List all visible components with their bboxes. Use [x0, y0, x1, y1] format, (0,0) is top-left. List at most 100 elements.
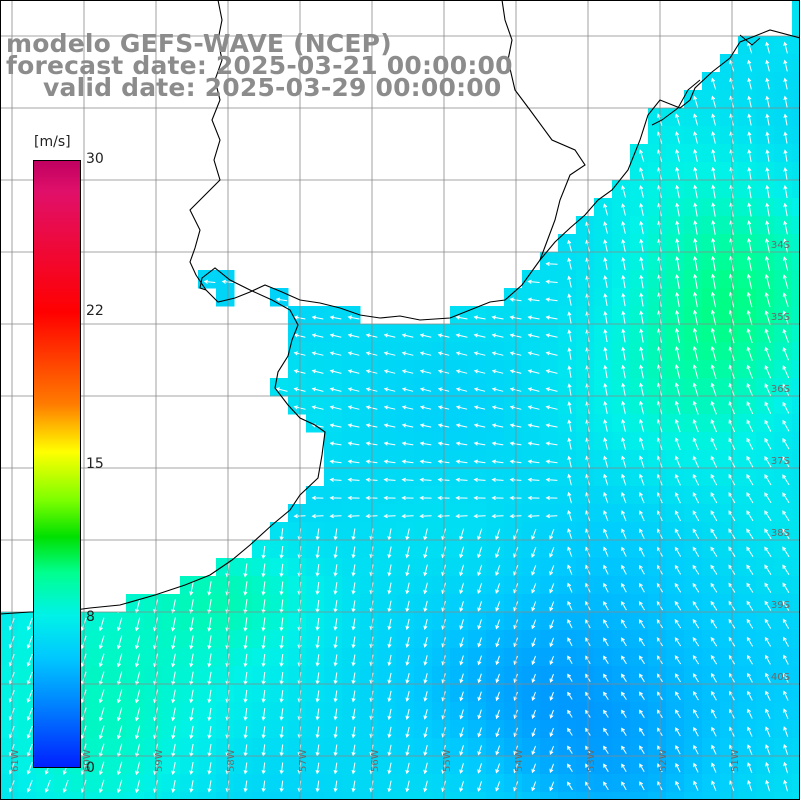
speed-cell [720, 54, 739, 73]
speed-cell [378, 630, 397, 649]
wind-arrow [621, 274, 626, 289]
speed-cell [306, 540, 325, 559]
speed-cell [450, 756, 469, 775]
speed-cell [414, 432, 433, 451]
speed-cell [630, 252, 649, 271]
wind-arrow [621, 601, 627, 611]
speed-cell [540, 612, 559, 631]
wind-arrow [311, 351, 324, 356]
speed-cell [558, 648, 577, 667]
wind-arrow [401, 513, 414, 519]
speed-cell [144, 702, 163, 721]
wind-arrow [405, 582, 410, 595]
wind-arrow [639, 167, 645, 180]
speed-cell [288, 306, 307, 325]
speed-cell [774, 288, 793, 307]
forecast-date: forecast date: 2025-03-21 00:00:00 [6, 51, 513, 80]
speed-cell [324, 774, 343, 793]
wind-arrow [423, 564, 428, 577]
speed-cell [216, 792, 235, 804]
wind-arrow [527, 369, 540, 374]
speed-cell [378, 792, 397, 804]
speed-cell [396, 360, 415, 379]
speed-cell [432, 756, 451, 775]
speed-cell [252, 774, 271, 793]
speed-cell [306, 720, 325, 739]
wind-arrow [747, 77, 752, 90]
wind-arrow [639, 256, 644, 271]
wind-arrow [135, 635, 141, 650]
speed-cell [522, 738, 541, 757]
wind-arrow [693, 166, 698, 181]
speed-cell [18, 648, 37, 667]
speed-cell [414, 594, 433, 613]
speed-cell [738, 252, 757, 271]
speed-cell [306, 558, 325, 577]
speed-cell [558, 486, 577, 505]
speed-cell [288, 504, 307, 523]
wind-arrow [621, 221, 626, 235]
speed-cell [432, 612, 451, 631]
wind-arrow [782, 600, 790, 611]
wind-arrow [387, 708, 392, 721]
speed-cell [738, 288, 757, 307]
speed-cell [396, 450, 415, 469]
speed-cell [756, 90, 775, 109]
wind-arrow [675, 744, 681, 755]
speed-cell [504, 756, 523, 775]
speed-cell [36, 792, 55, 804]
speed-cell [792, 774, 800, 793]
speed-cell [270, 576, 289, 595]
speed-cell [558, 666, 577, 685]
speed-cell [738, 180, 757, 199]
speed-cell [342, 720, 361, 739]
wind-arrow [603, 257, 608, 270]
speed-cell [522, 432, 541, 451]
speed-cell [702, 378, 721, 397]
speed-cell [792, 702, 800, 721]
speed-cell [558, 360, 577, 379]
wind-arrow [675, 709, 681, 719]
speed-cell [792, 306, 800, 325]
speed-cell [792, 270, 800, 289]
speed-cell [198, 756, 217, 775]
speed-cell [792, 252, 800, 271]
speed-cell [504, 540, 523, 559]
wind-arrow [603, 203, 609, 216]
speed-cell [162, 792, 181, 804]
wind-arrow [567, 781, 573, 791]
speed-cell [306, 594, 325, 613]
wind-arrow [135, 779, 141, 794]
wind-arrow [782, 274, 789, 289]
speed-cell [576, 666, 595, 685]
wind-arrow [98, 653, 105, 668]
speed-cell [648, 288, 667, 307]
latitude-label: 34S [771, 240, 790, 251]
speed-cell [540, 504, 559, 523]
speed-cell [108, 684, 127, 703]
wind-arrow [692, 382, 699, 397]
speed-cell [540, 666, 559, 685]
speed-cell [216, 558, 235, 577]
wind-arrow [746, 510, 754, 522]
speed-cell [270, 378, 289, 397]
speed-cell [702, 738, 721, 757]
speed-cell [666, 756, 685, 775]
wind-arrow [783, 690, 789, 701]
speed-cell [108, 702, 127, 721]
wind-arrow [549, 528, 555, 540]
wind-arrow [491, 441, 504, 446]
wind-arrow [693, 113, 699, 126]
speed-cell [504, 720, 523, 739]
wind-arrow [423, 709, 428, 720]
speed-cell [702, 756, 721, 775]
wind-arrow [477, 546, 483, 559]
wind-arrow [567, 637, 573, 647]
wind-arrow [495, 745, 501, 756]
wind-arrow [477, 528, 483, 541]
wind-arrow [279, 653, 284, 668]
speed-cell [684, 792, 703, 804]
speed-cell [216, 576, 235, 595]
wind-arrow [477, 655, 482, 666]
wind-arrow [603, 709, 609, 718]
